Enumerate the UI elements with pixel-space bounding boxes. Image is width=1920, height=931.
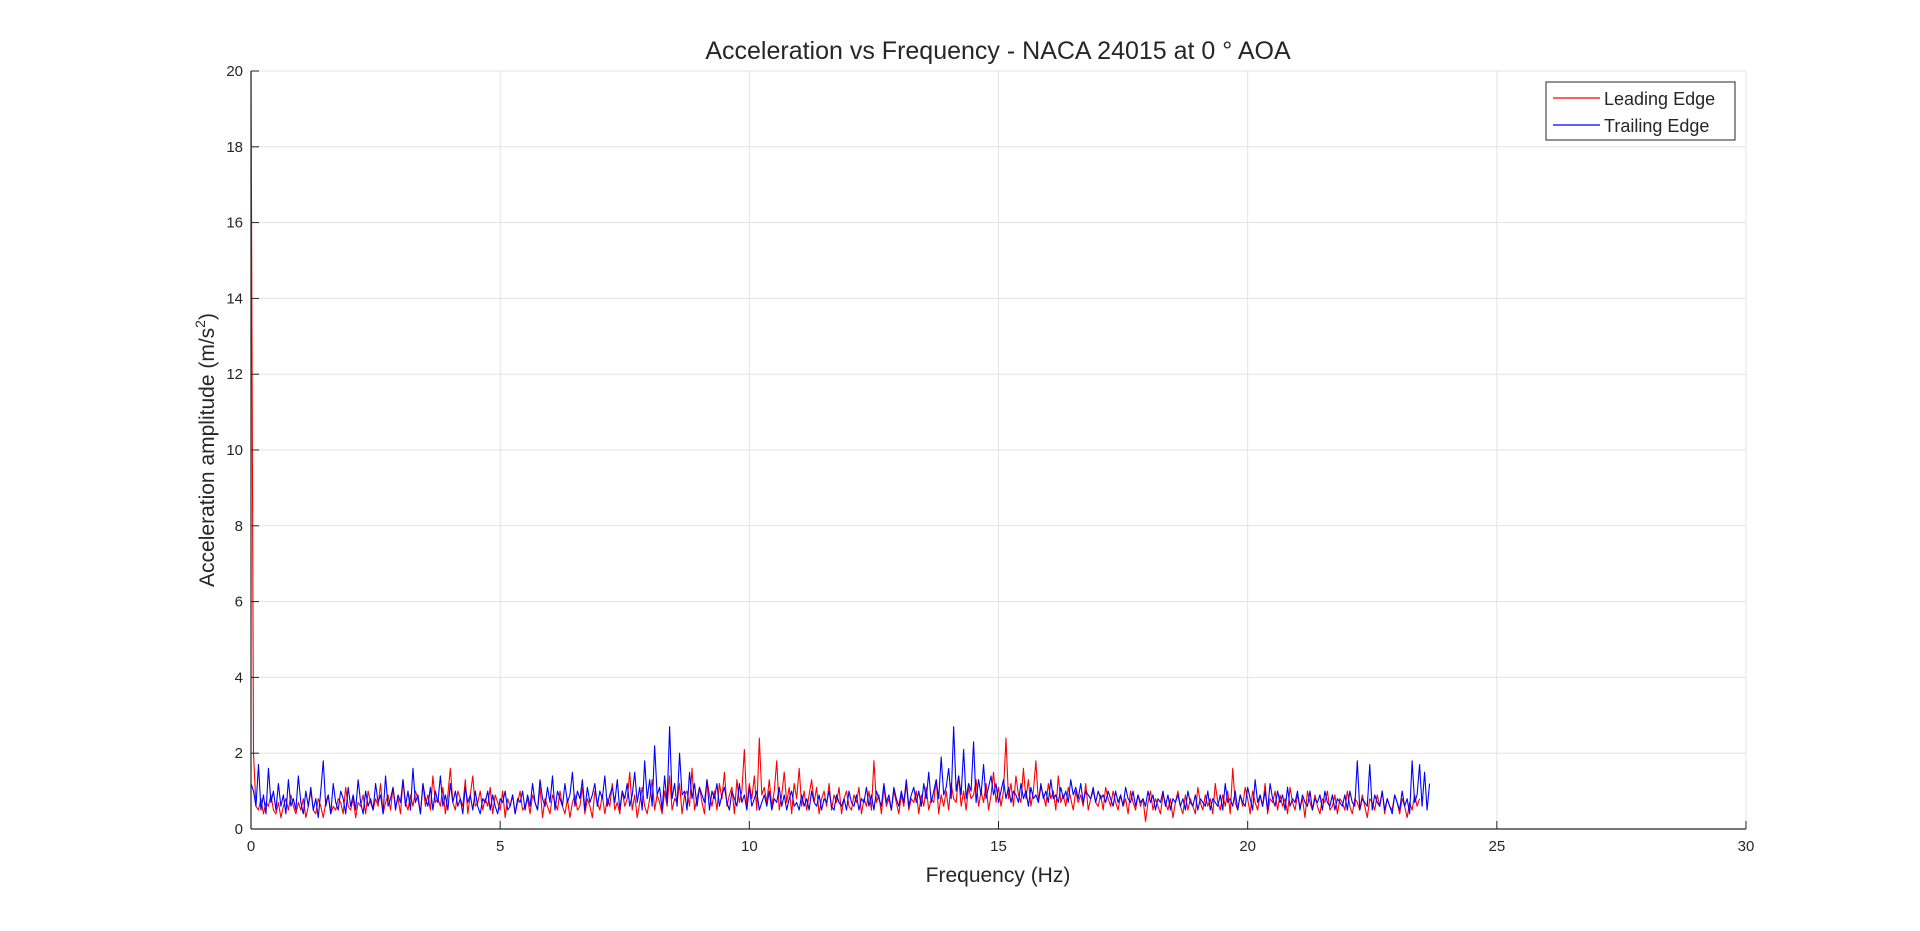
y-axis-label-superscript: 2 [192, 320, 208, 328]
y-tick-label: 12 [226, 366, 243, 383]
y-tick-label: 8 [235, 518, 243, 535]
x-tick-label: 0 [247, 838, 255, 855]
legend: Leading Edge Trailing Edge [1545, 81, 1736, 141]
y-tick-label: 16 [226, 215, 243, 232]
x-tick-label: 10 [741, 838, 758, 855]
y-tick-label: 14 [226, 290, 243, 307]
y-tick-label: 2 [235, 745, 243, 762]
legend-box [1545, 81, 1736, 141]
series-line-trailing-edge [250, 726, 1431, 819]
tick-labels: 0 5 10 15 20 25 30 0 2 4 6 8 10 12 14 16 18 20 [226, 63, 1754, 855]
x-tick-label: 20 [1239, 838, 1256, 855]
y-tick-label: 6 [235, 594, 243, 611]
axes [250, 70, 1747, 830]
y-axis-label-close: ) [196, 313, 219, 320]
x-tick-label: 25 [1488, 838, 1505, 855]
x-axis-label: Frequency (Hz) [926, 864, 1071, 887]
series-lines [250, 70, 1431, 822]
legend-label-trailing-edge: Trailing Edge [1604, 116, 1709, 136]
y-axis-label-main: Acceleration amplitude (m/s [196, 328, 219, 587]
y-tick-label: 18 [226, 139, 243, 156]
y-axis-label: Acceleration amplitude (m/s2) [192, 313, 219, 587]
y-tick-label: 0 [235, 821, 243, 838]
x-tick-label: 5 [496, 838, 504, 855]
y-tick-label: 4 [235, 669, 243, 686]
x-tick-label: 15 [990, 838, 1007, 855]
legend-label-leading-edge: Leading Edge [1604, 89, 1715, 109]
y-tick-label: 10 [226, 442, 243, 459]
series-line-leading-edge [250, 70, 1421, 822]
x-tick-label: 30 [1738, 838, 1755, 855]
chart-title: Acceleration vs Frequency - NACA 24015 a… [705, 37, 1291, 65]
y-tick-label: 20 [226, 63, 243, 80]
